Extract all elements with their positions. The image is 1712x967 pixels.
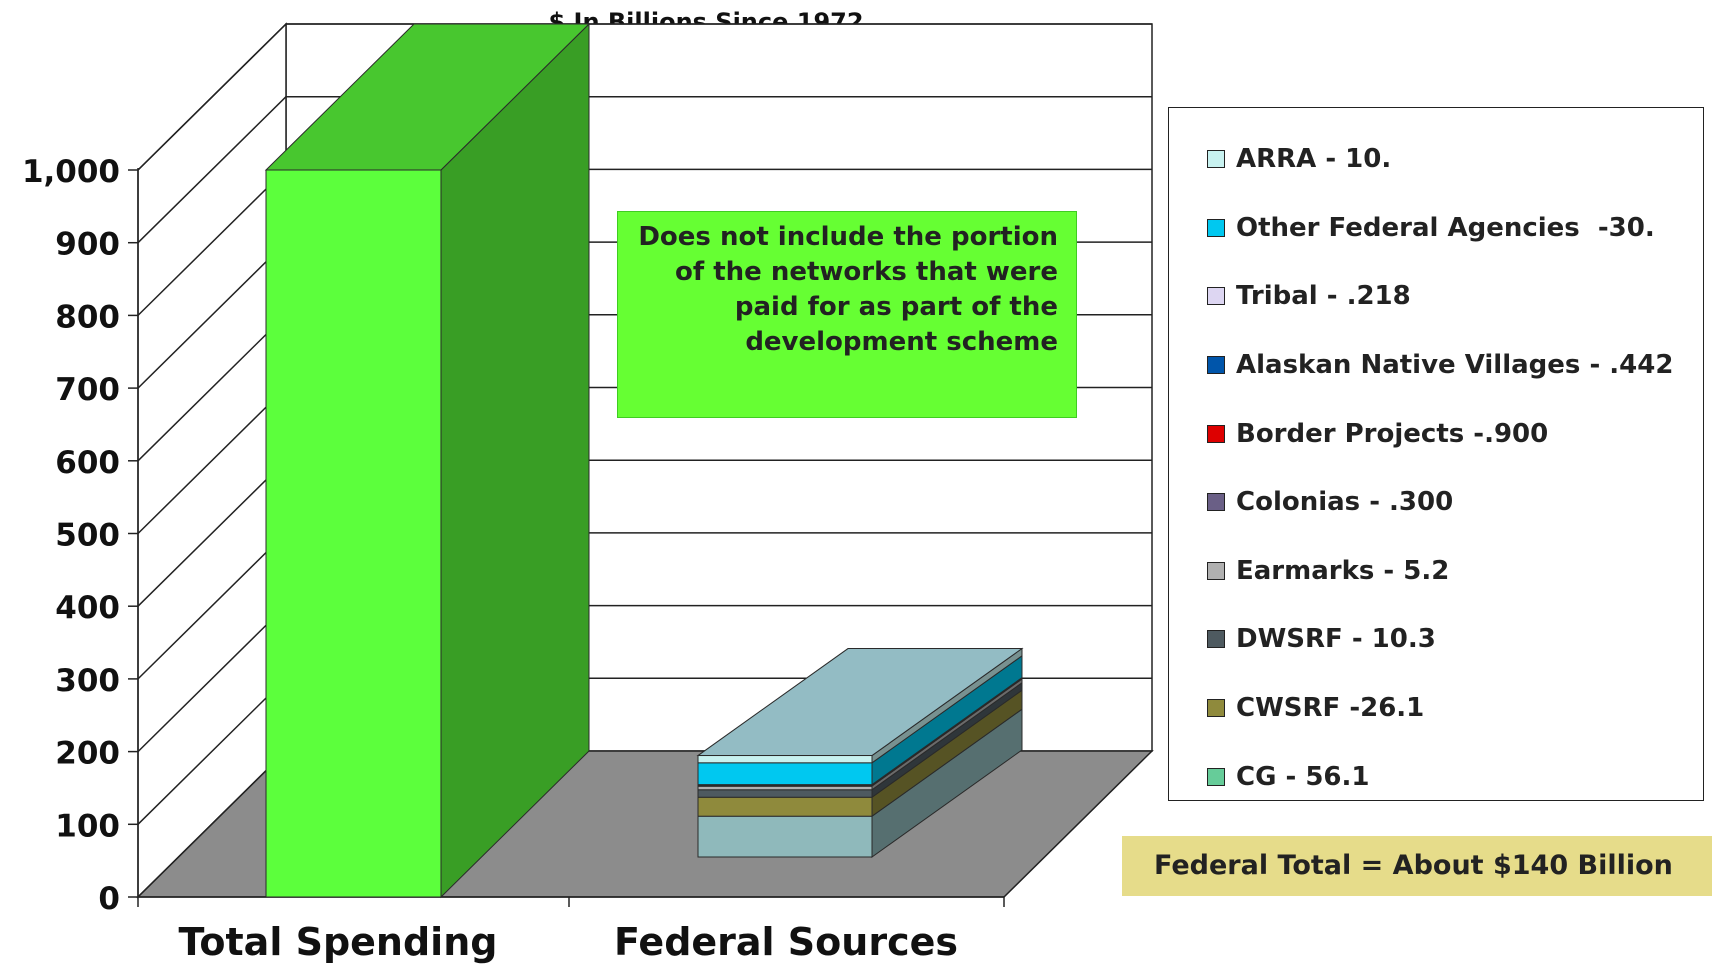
y-tick-label: 800 (55, 299, 120, 335)
y-tick-label: 0 (98, 881, 120, 917)
legend-label: ARRA - 10. (1236, 144, 1392, 175)
side-gridline (137, 532, 287, 680)
federal-segment (697, 789, 873, 798)
side-gridline (137, 314, 287, 462)
legend-label: CWSRF -26.1 (1236, 693, 1425, 724)
y-tick-label: 900 (55, 227, 120, 263)
federal-total-callout: Federal Total = About $140 Billion (1122, 836, 1712, 896)
federal-segment (697, 762, 873, 786)
legend-label: Earmarks - 5.2 (1236, 555, 1450, 586)
legend-label: Other Federal Agencies -30. (1236, 212, 1655, 243)
legend-label: Tribal - .218 (1236, 281, 1411, 312)
federal-segment (697, 796, 873, 817)
y-tick-label: 700 (55, 372, 120, 408)
side-gridline (137, 459, 287, 607)
legend-item: Alaskan Native Villages - .442 (1169, 331, 1703, 400)
legend-item: Border Projects -.900 (1169, 399, 1703, 468)
federal-segment (697, 815, 873, 858)
total-spending-bar-top (264, 23, 591, 171)
legend-swatch (1207, 493, 1225, 512)
legend-swatch (1207, 424, 1225, 443)
category-label: Federal Sources (614, 920, 958, 964)
legend-label: DWSRF - 10.3 (1236, 624, 1436, 655)
legend-swatch (1207, 630, 1225, 649)
legend-swatch (1207, 561, 1225, 580)
y-tick-label: 1,000 (22, 154, 120, 190)
note-box: Does not include the portion of the netw… (617, 211, 1077, 418)
y-tick-label: 400 (55, 590, 120, 626)
y-tick-label: 300 (55, 663, 120, 699)
legend-swatch (1207, 287, 1225, 306)
total-spending-bar-front (265, 169, 442, 898)
legend: ARRA - 10. Other Federal Agencies -30. Tri… (1168, 107, 1704, 801)
legend-label: Colonias - .300 (1236, 487, 1454, 518)
y-tick-label: 500 (55, 518, 120, 554)
legend-swatch (1207, 767, 1225, 786)
legend-swatch (1207, 150, 1225, 169)
side-gridline (137, 241, 287, 389)
legend-label: CG - 56.1 (1236, 761, 1370, 792)
legend-item: Colonias - .300 (1169, 468, 1703, 537)
note-text: Does not include the portion of the netw… (638, 222, 1058, 357)
legend-item: CWSRF -26.1 (1169, 674, 1703, 743)
legend-item: ARRA - 10. (1169, 125, 1703, 194)
legend-swatch (1207, 356, 1225, 375)
federal-segment (697, 755, 873, 764)
legend-swatch (1207, 218, 1225, 237)
side-gridline (137, 23, 287, 171)
side-gridline (137, 605, 287, 753)
legend-item: DWSRF - 10.3 (1169, 605, 1703, 674)
side-gridline (137, 677, 287, 825)
total-spending-bar-side (440, 22, 590, 899)
legend-label: Alaskan Native Villages - .442 (1236, 350, 1674, 381)
legend-swatch (1207, 699, 1225, 718)
y-tick-label: 100 (55, 808, 120, 844)
legend-item: Other Federal Agencies -30. (1169, 194, 1703, 263)
y-tick-label: 600 (55, 445, 120, 481)
legend-item: Tribal - .218 (1169, 262, 1703, 331)
legend-item: Earmarks - 5.2 (1169, 537, 1703, 606)
side-gridline (137, 386, 287, 535)
federal-bar-top (696, 648, 1024, 757)
side-gridline (137, 96, 287, 244)
legend-label: Border Projects -.900 (1236, 418, 1549, 449)
category-label: Total Spending (179, 920, 498, 964)
legend-item: CG - 56.1 (1169, 742, 1703, 811)
side-gridline (137, 168, 287, 316)
y-tick-label: 200 (55, 736, 120, 772)
